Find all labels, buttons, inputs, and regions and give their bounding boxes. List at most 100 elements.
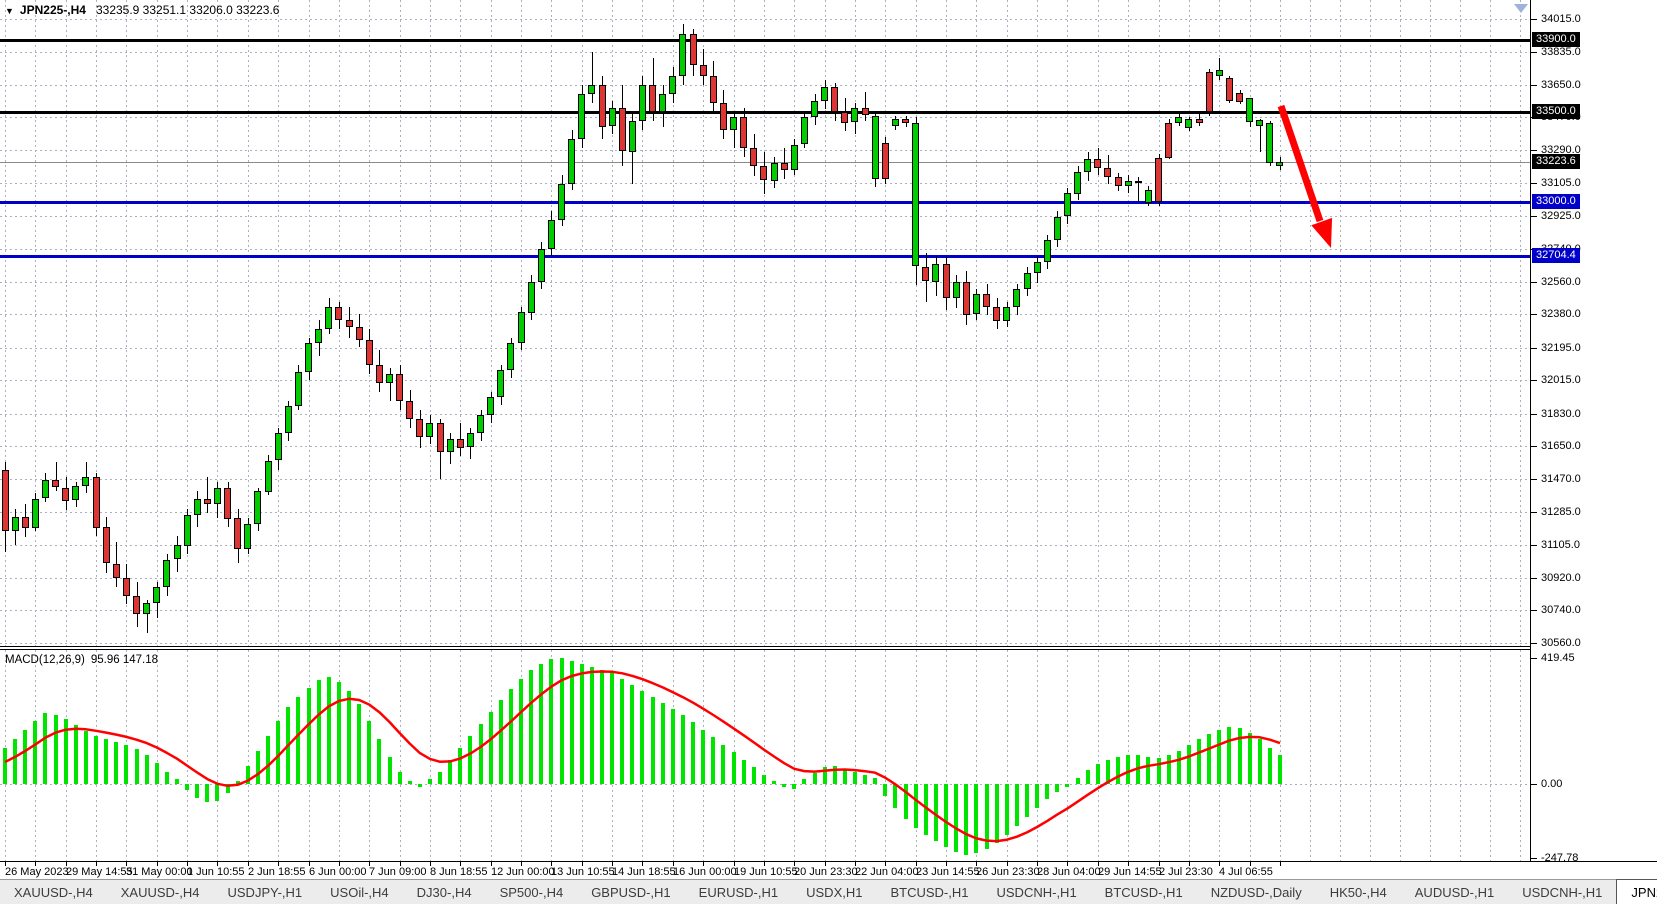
candle: [599, 85, 606, 127]
macd-histogram-bar: [519, 679, 523, 784]
grid-line: [1400, 650, 1401, 861]
macd-histogram-bar: [276, 721, 280, 784]
grid-line: [764, 650, 765, 861]
macd-histogram-bar: [296, 697, 300, 784]
horizontal-black-line[interactable]: [0, 111, 1530, 114]
candle: [295, 372, 302, 406]
symbol-tab[interactable]: XAUUSD-,H4: [120, 884, 200, 900]
candle: [791, 145, 798, 170]
current-price-line: [0, 162, 1530, 163]
time-axis[interactable]: 26 May 2023 29 May 14:55 31 May 00:00 1 Jun…: [0, 862, 1657, 879]
symbol-name: JPN225-,H4: [19, 3, 86, 17]
macd-histogram-bar: [398, 772, 402, 784]
time-tick: [734, 862, 735, 866]
price-axis[interactable]: 34015.033835.033650.033470.033290.033105…: [1530, 0, 1657, 864]
grid-line: [1310, 650, 1311, 861]
grid-line: [278, 0, 279, 646]
symbol-tab[interactable]: XAUUSD-,H4: [14, 884, 93, 900]
candle: [346, 320, 353, 327]
candle: [1175, 117, 1182, 123]
macd-histogram-bar: [600, 670, 604, 784]
symbol-dropdown-icon[interactable]: ▼: [5, 6, 14, 16]
time-tick: [521, 862, 522, 866]
symbol-tab[interactable]: USDCNH-,H1: [996, 884, 1077, 900]
candle: [912, 123, 919, 266]
time-tick: [126, 862, 127, 866]
grid-line: [916, 0, 917, 646]
time-tick: [1098, 862, 1099, 866]
candle: [649, 85, 656, 112]
macd-histogram-bar: [752, 767, 756, 784]
macd-histogram-bar: [580, 664, 584, 784]
candle-wick: [207, 477, 208, 513]
macd-histogram-bar: [84, 731, 88, 784]
price-tick: [1531, 52, 1537, 53]
candle: [518, 312, 525, 343]
price-chart-pane[interactable]: ▼ JPN225-,H4 33235.9 33251.1 33206.0 33223…: [0, 0, 1530, 646]
horizontal-blue-line[interactable]: [0, 201, 1530, 204]
grid-line: [794, 650, 795, 861]
price-tick-label: 33105.0: [1541, 177, 1581, 189]
candle: [831, 87, 838, 112]
time-tick: [1250, 862, 1251, 866]
macd-histogram-bar: [1207, 734, 1211, 784]
macd-histogram-bar: [1025, 784, 1029, 817]
grid-line: [703, 0, 704, 646]
symbol-tab[interactable]: NZDUSD-,Daily: [1210, 884, 1302, 900]
time-tick: [217, 862, 218, 866]
candle: [497, 370, 504, 397]
symbol-tab[interactable]: USDCNH-,H1: [1522, 884, 1603, 900]
grid-line: [96, 0, 97, 646]
price-tick: [1531, 545, 1537, 546]
symbol-tab[interactable]: JPN225-,H4: [1616, 879, 1657, 904]
grid-line: [400, 0, 401, 646]
time-tick: [976, 862, 977, 866]
symbol-info: ▼ JPN225-,H4 33235.9 33251.1 33206.0 33223…: [5, 3, 279, 17]
price-tick: [1531, 414, 1537, 415]
macd-histogram-bar: [104, 739, 108, 784]
symbol-tab[interactable]: USDX,H1: [806, 884, 863, 900]
candle: [983, 294, 990, 307]
candle: [123, 578, 130, 596]
candle: [315, 329, 322, 343]
time-tick: [1007, 862, 1008, 866]
pane-divider[interactable]: [0, 646, 1530, 647]
time-tick: [1067, 862, 1068, 866]
symbol-tab[interactable]: BTCUSD-,H1: [890, 884, 969, 900]
symbol-tab[interactable]: USOil-,H4: [330, 884, 389, 900]
symbol-tab[interactable]: HK50-,H4: [1329, 884, 1387, 900]
grid-line: [885, 650, 886, 861]
candle: [720, 103, 727, 130]
candle: [1276, 162, 1283, 166]
horizontal-black-line[interactable]: [0, 39, 1530, 42]
horizontal-blue-line[interactable]: [0, 255, 1530, 258]
symbol-tab[interactable]: USDJPY-,H1: [227, 884, 303, 900]
candle: [922, 267, 929, 281]
symbol-tab[interactable]: BTCUSD-,H1: [1104, 884, 1183, 900]
macd-histogram-bar: [448, 760, 452, 784]
symbol-tab[interactable]: GBPUSD-,H1: [591, 884, 671, 900]
time-tick: [96, 862, 97, 866]
macd-histogram-bar: [691, 722, 695, 784]
macd-histogram-bar: [145, 755, 149, 784]
candle: [771, 163, 778, 181]
candle: [366, 340, 373, 365]
chart-shift-marker-icon[interactable]: [1514, 4, 1528, 13]
macd-histogram-bar: [701, 730, 705, 784]
macd-histogram-bar: [1116, 757, 1120, 784]
time-tick-label: 22 Jun 04:00: [855, 866, 919, 878]
macd-pane[interactable]: MACD(12,26,9) 95.96 147.18: [0, 650, 1530, 861]
macd-histogram-bar: [357, 704, 361, 784]
candle: [619, 108, 626, 151]
time-tick: [612, 862, 613, 866]
down-trend-arrow[interactable]: [0, 0, 1530, 646]
macd-histogram-bar: [721, 745, 725, 784]
grid-line: [1460, 650, 1461, 861]
grid-line: [976, 0, 977, 646]
symbol-tab[interactable]: EURUSD-,H1: [698, 884, 779, 900]
symbol-tab[interactable]: AUDUSD-,H1: [1414, 884, 1495, 900]
symbol-tab[interactable]: DJ30-,H4: [416, 884, 472, 900]
candle: [821, 87, 828, 101]
symbol-tab[interactable]: SP500-,H4: [499, 884, 564, 900]
candle: [841, 112, 848, 123]
